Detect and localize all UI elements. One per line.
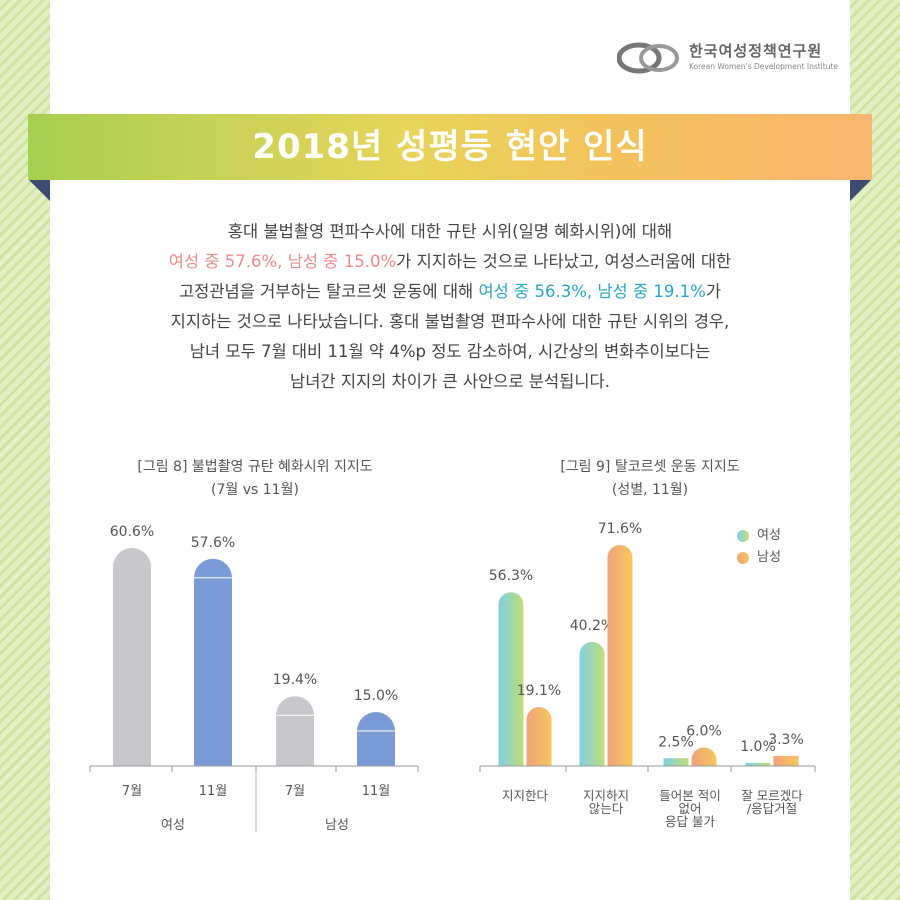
legend-swatch-male [737, 552, 749, 564]
fig8-data-label: 15.0% [354, 688, 398, 704]
org-logo-icon [617, 42, 679, 74]
fig8-subtitle: (7월 vs 11월) [211, 482, 299, 498]
summary-line-1: 홍대 불법촬영 편파수사에 대한 규탄 시위(일명 혜화시위)에 대해 [227, 222, 673, 241]
fig9-bar-female [579, 641, 605, 766]
fig9-subtitle: (성별, 11월) [611, 482, 689, 498]
fig9-bar-male [773, 755, 799, 766]
fig8-bar [276, 696, 314, 766]
org-name-en: Korean Women's Development Institute [689, 62, 839, 71]
fig9-data-label: 40.2% [570, 618, 614, 634]
fig9-tick-label: 들어본 적이 [659, 788, 720, 803]
page-title: 2018년 성평등 현안 인식 [28, 114, 872, 180]
fig9-bar-female [498, 592, 524, 766]
summary-line-4: 지지하는 것으로 나타났습니다. 홍대 불법촬영 편파수사에 대한 규탄 시위의… [170, 312, 730, 331]
fig9-tick-label: /응답거절 [747, 801, 797, 816]
fig9-bar-male [526, 707, 552, 766]
summary-line-6: 남녀간 지지의 차이가 큰 사안으로 분석됩니다. [290, 372, 610, 391]
summary-highlight-1: 여성 중 57.6%, 남성 중 15.0% [168, 252, 397, 271]
fig8-group-label: 여성 [161, 818, 185, 833]
fig8-title-block: [그림 8] 불법촬영 규탄 혜화시위 지지도 (7월 vs 11월) [90, 456, 420, 502]
fig9-data-label: 56.3% [489, 568, 533, 584]
ribbon-fold-right [850, 179, 872, 201]
summary-line-2-rest: 가 지지하는 것으로 나타났고, 여성스러움에 대한 [396, 252, 732, 271]
fig8-tick-label: 11월 [199, 784, 228, 799]
fig9-bar-male [607, 545, 633, 766]
legend-swatch-female [737, 530, 749, 542]
fig8-data-label: 57.6% [191, 535, 235, 551]
fig9-bar-male [691, 747, 717, 766]
summary-line-3-post: 가 [705, 282, 722, 301]
fig9-data-label: 1.0% [740, 739, 776, 755]
summary-line-5: 남녀 모두 7월 대비 11월 약 4%p 정도 감소하여, 시간상의 변화추이… [189, 342, 711, 361]
fig9-title: [그림 9] 탈코르셋 운동 지지도 [560, 459, 740, 475]
fig8-tick-label: 7월 [122, 784, 142, 799]
fig8-bar [194, 558, 232, 766]
fig9-tick-label: 않는다 [589, 801, 624, 816]
fig9-title-block: [그림 9] 탈코르셋 운동 지지도 (성별, 11월) [480, 456, 820, 502]
fig8-bar [113, 548, 151, 766]
legend-item-male: 남성 [737, 547, 781, 569]
fig9-data-label: 6.0% [686, 723, 722, 739]
fig8-title: [그림 8] 불법촬영 규탄 혜화시위 지지도 [137, 459, 373, 475]
summary-line-3: 고정관념을 거부하는 탈코르셋 운동에 대해 여성 중 56.3%, 남성 중 … [90, 277, 810, 307]
legend-item-female: 여성 [737, 525, 781, 547]
org-logo: 한국여성정책연구원 Korean Women's Development Ins… [617, 38, 839, 78]
fig9-data-label: 2.5% [658, 734, 694, 750]
fig8-data-label: 60.6% [110, 524, 154, 540]
summary-text: 홍대 불법촬영 편파수사에 대한 규탄 시위(일명 혜화시위)에 대해 여성 중… [90, 217, 810, 397]
summary-line-2: 여성 중 57.6%, 남성 중 15.0%가 지지하는 것으로 나타났고, 여… [90, 247, 810, 277]
fig9-bar-female [663, 758, 689, 766]
summary-line-3-pre: 고정관념을 거부하는 탈코르셋 운동에 대해 [178, 282, 479, 301]
fig9-data-label: 3.3% [768, 732, 804, 748]
fig8-bar [357, 712, 395, 766]
legend-label-female: 여성 [757, 528, 781, 543]
fig8-tick-label: 11월 [362, 784, 391, 799]
legend-label-male: 남성 [757, 550, 781, 565]
fig8-data-label: 19.4% [273, 672, 317, 688]
fig9-tick-label: 응답 불가 [665, 814, 715, 829]
fig9-bar-female [745, 762, 771, 766]
org-name: 한국여성정책연구원 [689, 42, 823, 60]
fig9-tick-label: 없어 [678, 801, 701, 816]
fig9-tick-label: 지지하지 [583, 788, 629, 803]
summary-highlight-2: 여성 중 56.3%, 남성 중 19.1% [478, 282, 706, 301]
fig8-tick-label: 7월 [285, 784, 305, 799]
ribbon-fold-left [28, 179, 50, 201]
fig9-data-label: 71.6% [598, 521, 642, 537]
fig9-data-label: 19.1% [517, 683, 561, 699]
fig9-tick-label: 잘 모르겠다 [741, 788, 803, 803]
fig9-legend: 여성 남성 [737, 525, 781, 569]
fig9-tick-label: 지지한다 [502, 788, 549, 803]
fig8-group-label: 남성 [325, 818, 349, 833]
